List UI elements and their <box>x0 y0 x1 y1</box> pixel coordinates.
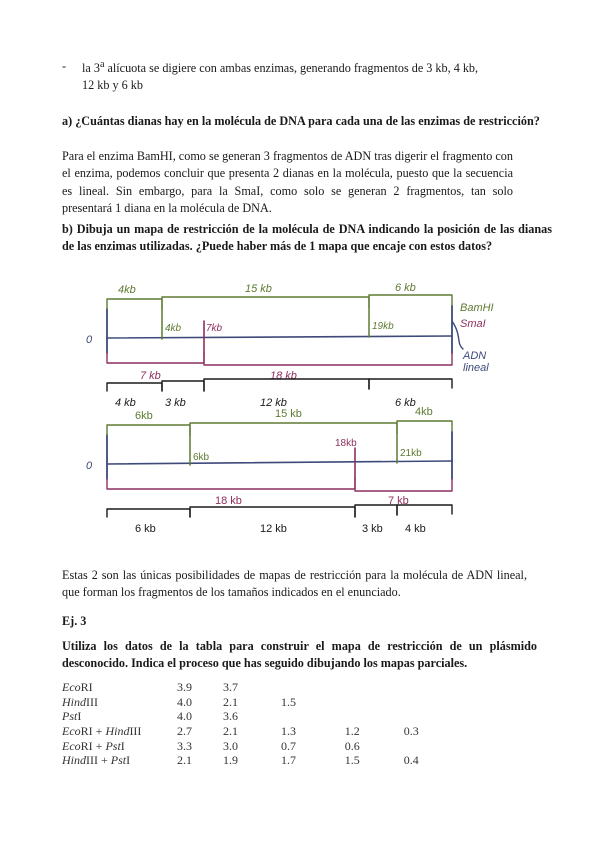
svg-text:18 kb: 18 kb <box>270 370 297 382</box>
svg-text:4 kb: 4 kb <box>405 523 426 535</box>
svg-text:ADN: ADN <box>462 350 486 362</box>
svg-text:18kb: 18kb <box>335 438 357 449</box>
svg-text:3 kb: 3 kb <box>362 523 383 535</box>
svg-text:6 kb: 6 kb <box>395 282 416 294</box>
svg-text:6 kb: 6 kb <box>135 523 156 535</box>
svg-text:7 kb: 7 kb <box>140 370 161 382</box>
svg-text:7kb: 7kb <box>206 323 223 334</box>
svg-text:BamHI: BamHI <box>460 302 494 314</box>
svg-text:0: 0 <box>86 334 93 346</box>
svg-text:19kb: 19kb <box>372 321 394 332</box>
svg-text:lineal: lineal <box>463 362 489 374</box>
svg-text:6kb: 6kb <box>193 452 210 463</box>
svg-text:21kb: 21kb <box>400 448 422 459</box>
svg-text:18 kb: 18 kb <box>215 495 242 507</box>
svg-text:12 kb: 12 kb <box>260 523 287 535</box>
svg-text:4kb: 4kb <box>165 323 182 334</box>
svg-text:SmaI: SmaI <box>460 318 486 330</box>
svg-text:15 kb: 15 kb <box>245 283 272 295</box>
svg-text:4kb: 4kb <box>118 284 136 296</box>
svg-text:15 kb: 15 kb <box>275 408 302 420</box>
svg-text:4kb: 4kb <box>415 406 433 418</box>
svg-text:6kb: 6kb <box>135 410 153 422</box>
svg-text:0: 0 <box>86 460 93 472</box>
